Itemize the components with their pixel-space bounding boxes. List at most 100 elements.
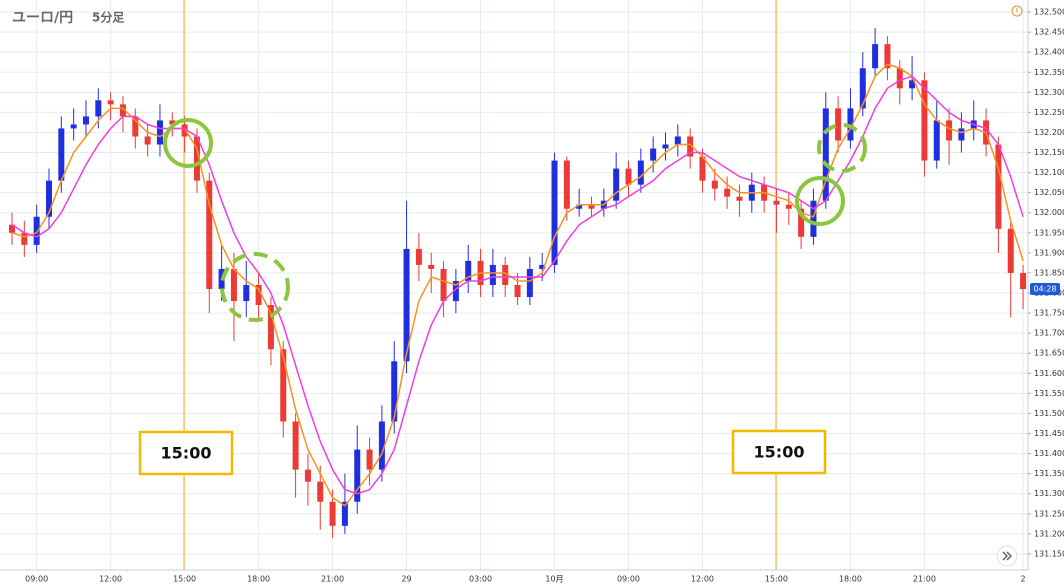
candle-body [502, 264, 509, 285]
candle-body [317, 481, 324, 502]
y-tick-label: 131.400 [1034, 449, 1064, 458]
y-tick-label: 132.200 [1034, 128, 1064, 137]
scroll-icon [1002, 551, 1012, 561]
x-tick-label: 12:00 [99, 575, 122, 584]
candle-body [304, 469, 311, 482]
candle-body [452, 280, 459, 302]
candle-body [835, 108, 842, 141]
y-tick-label: 131.350 [1034, 469, 1064, 478]
candle-body [193, 136, 200, 181]
candle-body [736, 196, 743, 201]
candle-body [144, 136, 151, 145]
x-tick-label: 21:00 [913, 575, 936, 584]
x-tick-label: 09:00 [25, 575, 48, 584]
candle-body [1007, 228, 1014, 273]
y-tick-label: 131.500 [1034, 409, 1064, 418]
candle-body [9, 224, 15, 233]
candle-body [341, 501, 348, 526]
candle-body [872, 44, 879, 69]
candle-body [933, 120, 940, 161]
candle-body [465, 260, 472, 281]
y-tick-label: 131.200 [1034, 529, 1064, 538]
circle [795, 176, 845, 226]
alert-icon[interactable] [1011, 5, 1023, 17]
candle-body [33, 216, 40, 245]
last-price-label: 04:28 [1033, 285, 1056, 294]
y-tick-label: 131.750 [1034, 309, 1064, 318]
candle-body [230, 268, 237, 302]
candle-body [1020, 272, 1027, 290]
y-tick-label: 131.250 [1034, 509, 1064, 518]
x-tick-label: 29 [401, 575, 411, 584]
candle-body [613, 168, 620, 201]
candle-body [859, 68, 866, 109]
y-tick-label: 131.650 [1034, 349, 1064, 358]
candle-body [847, 108, 854, 141]
candle-body [921, 80, 928, 161]
x-tick-label: 21:00 [321, 575, 344, 584]
highlight-circles [163, 118, 867, 322]
candle-body [292, 421, 299, 470]
candle-body [539, 264, 546, 269]
candle-body [884, 44, 891, 69]
x-tick-label: 10月 [545, 575, 563, 584]
candle-body [82, 116, 89, 125]
candle-body [637, 160, 644, 185]
y-tick-label: 132.350 [1034, 68, 1064, 77]
y-tick-label: 131.850 [1034, 268, 1064, 277]
axis-labels: 131.150 131.200 131.250 131.300 131.350 131.4… [25, 8, 1064, 584]
candle-body [267, 305, 274, 350]
candle-body [650, 148, 657, 161]
annotation-box [138, 430, 234, 476]
candle-body [58, 128, 65, 181]
y-tick-label: 132.300 [1034, 88, 1064, 97]
x-tick-label: 2 [1021, 575, 1026, 584]
candle-body [514, 285, 521, 298]
candle-body [181, 124, 188, 137]
candle-body [711, 180, 718, 189]
y-tick-label: 131.950 [1034, 228, 1064, 237]
y-tick-label: 132.250 [1034, 108, 1064, 117]
grid [0, 0, 1028, 570]
candle-body [822, 108, 829, 201]
candle-body [156, 120, 163, 145]
circle [220, 252, 290, 322]
annotation-box [731, 429, 827, 475]
candle-body [415, 248, 422, 265]
candle-body [946, 120, 953, 141]
y-tick-label: 131.300 [1034, 489, 1064, 498]
x-tick-label: 03:00 [469, 575, 492, 584]
y-tick-label: 131.150 [1034, 549, 1064, 558]
candle-body [440, 268, 447, 302]
y-tick-label: 132.400 [1034, 48, 1064, 57]
candle-body [70, 124, 77, 129]
candle-body [280, 349, 287, 422]
y-tick-label: 132.100 [1034, 168, 1064, 177]
candle-body [687, 136, 694, 157]
candle-body [896, 68, 903, 89]
candle-body [132, 116, 139, 137]
y-tick-label: 132.450 [1034, 28, 1064, 37]
candle-body [255, 285, 262, 306]
candle-body [995, 144, 1002, 229]
y-tick-label: 132.150 [1034, 148, 1064, 157]
candle-body [785, 204, 792, 209]
moving-average-line [11, 75, 1024, 495]
candle-body [366, 449, 373, 470]
x-tick-label: 18:00 [247, 575, 270, 584]
y-tick-label: 132.500 [1034, 8, 1064, 17]
candle-body [773, 200, 780, 205]
candle-body [909, 80, 916, 89]
x-tick-label: 12:00 [691, 575, 714, 584]
chart-subtitle: 5分足 [92, 10, 124, 25]
candle-body [489, 264, 496, 285]
candle-body [798, 208, 805, 237]
candle-body [958, 128, 965, 141]
circle [163, 118, 213, 168]
candle-body [95, 100, 102, 117]
y-tick-label: 131.700 [1034, 329, 1064, 338]
candle-body [169, 120, 176, 125]
annotation: 15:00 [754, 443, 805, 462]
x-tick-label: 18:00 [839, 575, 862, 584]
